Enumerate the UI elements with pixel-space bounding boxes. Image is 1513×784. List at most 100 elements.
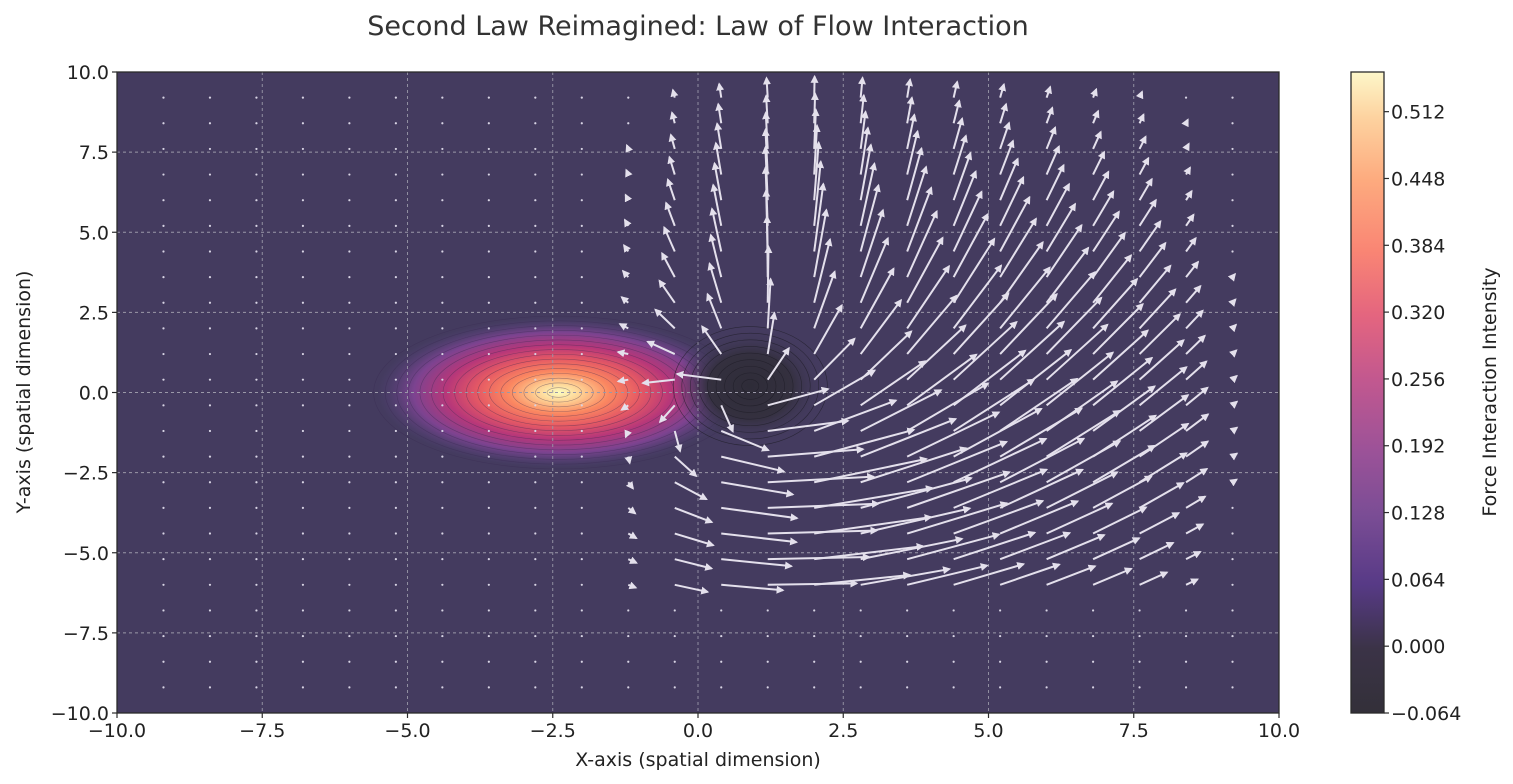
quiver-arrow (999, 266, 1051, 330)
quiver-dot (859, 686, 862, 689)
quiver-arrow (716, 82, 725, 98)
quiver-dot (534, 352, 537, 356)
x-tick-label: 2.5 (828, 720, 858, 742)
quiver-arrow (658, 279, 676, 304)
quiver-dot (441, 634, 444, 638)
quiver-arrow (906, 563, 989, 586)
quiver-dot (534, 250, 537, 253)
quiver-dot (1138, 634, 1141, 638)
quiver-dot (348, 199, 351, 202)
quiver-arrow (952, 117, 965, 150)
quiver-dot (534, 276, 537, 279)
quiver-dot (906, 609, 909, 612)
quiver-arrow (1185, 360, 1208, 381)
quiver-dot (301, 173, 305, 176)
quiver-arrow (1185, 523, 1205, 535)
quiver-dot (1091, 634, 1095, 638)
quiver-dot (487, 455, 490, 458)
quiver-dot (301, 147, 305, 151)
quiver-dot (255, 634, 258, 638)
y-tick-label: −7.5 (63, 623, 109, 645)
quiver-dot (534, 122, 537, 125)
quiver-arrow (811, 108, 820, 149)
quiver-arrow (670, 88, 679, 98)
quiver-dot (580, 122, 583, 125)
quiver-arrow (999, 157, 1019, 201)
quiver-dot (255, 429, 258, 433)
quiver-arrow (906, 113, 917, 150)
quiver-dot (534, 481, 537, 484)
quiver-dot (162, 199, 165, 202)
quiver-dot (394, 352, 397, 356)
quiver-dot (673, 634, 676, 638)
quiver-arrow (906, 209, 938, 278)
quiver-dot (906, 660, 909, 663)
quiver-arrow (1228, 298, 1237, 307)
quiver-arrow (999, 531, 1072, 561)
quiver-arrow (814, 542, 925, 561)
quiver-arrow (674, 532, 715, 548)
quiver-arrow (664, 201, 676, 227)
quiver-arrow (667, 155, 676, 175)
quiver-dot (394, 301, 397, 304)
quiver-dot (487, 224, 490, 227)
quiver-arrow (1138, 339, 1185, 381)
quiver-dot (208, 455, 212, 458)
quiver-dot (255, 583, 258, 586)
quiver-arrow (701, 325, 723, 355)
quiver-dot (673, 660, 676, 663)
y-tick-label: 7.5 (79, 142, 109, 164)
quiver-dot (255, 301, 258, 304)
quiver-arrow (952, 292, 1010, 355)
quiver-arrow (1046, 409, 1122, 458)
quiver-dot (394, 609, 397, 612)
peak-contour-line (546, 387, 571, 398)
quiver-arrow (1137, 113, 1145, 124)
quiver-dot (162, 455, 165, 458)
quiver-arrow (1181, 118, 1189, 128)
quiver-dot (208, 634, 212, 638)
quiver-arrow (674, 506, 714, 524)
quiver-arrow (952, 237, 996, 304)
quiver-dot (534, 327, 537, 330)
quiver-arrow (1046, 533, 1106, 561)
quiver-arrow (624, 193, 633, 203)
quiver-arrow (1139, 571, 1169, 586)
quiver-dot (394, 455, 397, 458)
quiver-arrow (859, 126, 871, 175)
quiver-dot (301, 660, 305, 663)
quiver-dot (441, 583, 444, 586)
quiver-arrow (1045, 125, 1057, 150)
quiver-dot (208, 506, 212, 509)
quiver-dot (720, 634, 723, 638)
quiver-arrow (906, 96, 915, 124)
quiver-dot (255, 506, 258, 509)
quiver-arrow (1229, 349, 1238, 358)
quiver-arrow (661, 251, 676, 278)
quiver-dot (162, 404, 165, 407)
quiver-dot (487, 327, 490, 330)
quiver-dot (999, 609, 1002, 612)
quiver-arrow (623, 218, 632, 228)
colorbar-tick-label: 0.000 (1391, 636, 1445, 658)
quiver-dot (487, 250, 490, 253)
quiver-dot (301, 224, 305, 227)
quiver-arrow (1092, 277, 1139, 330)
quiver-arrow (1185, 495, 1207, 509)
quiver-arrow (859, 330, 913, 381)
quiver-arrow (673, 430, 683, 453)
quiver-dot (580, 532, 583, 535)
quiver-dot (627, 686, 630, 689)
quiver-arrow (999, 195, 1031, 252)
quiver-dot (534, 455, 537, 458)
quiver-dot (1045, 686, 1048, 689)
quiver-arrow (860, 389, 943, 432)
quiver-dot (162, 147, 165, 151)
quiver-dot (1231, 250, 1234, 253)
quiver-dot (1045, 609, 1048, 612)
quiver-dot (999, 660, 1002, 663)
quiver-dot (487, 660, 490, 663)
quiver-dot (162, 173, 165, 176)
quiver-dot (348, 122, 351, 125)
quiver-arrow (1090, 87, 1098, 98)
